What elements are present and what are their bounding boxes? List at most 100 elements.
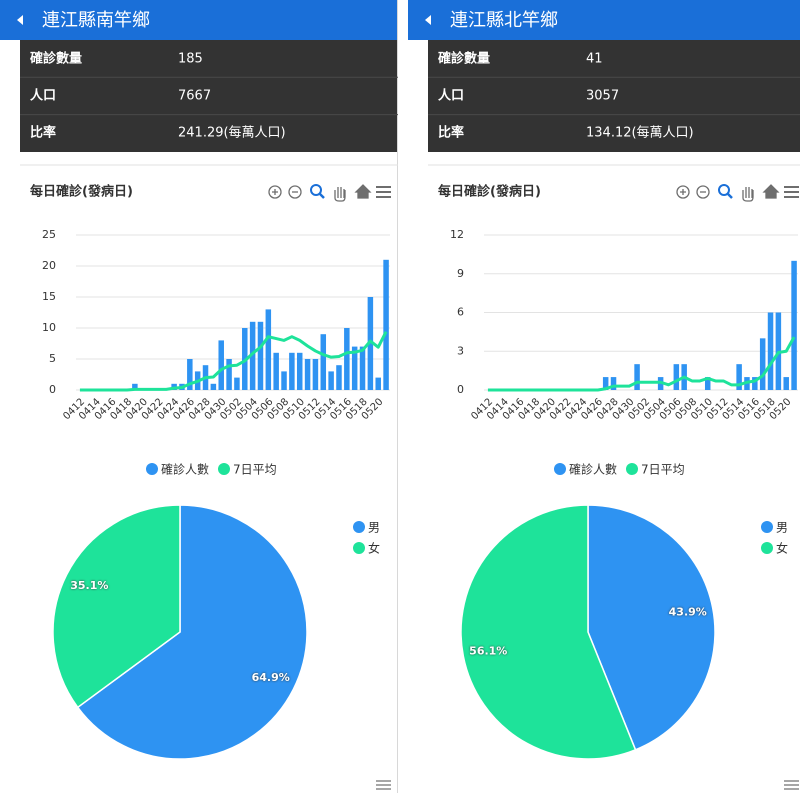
- legend-marker: [353, 521, 365, 533]
- bar: [289, 352, 295, 390]
- pie-slice: [460, 504, 637, 760]
- header-bar: [408, 0, 800, 40]
- row-label: 比率: [438, 125, 464, 141]
- legend-label[interactable]: 女: [776, 541, 788, 556]
- bar: [673, 364, 680, 390]
- row-label: 確診數量: [438, 51, 490, 67]
- back-button[interactable]: [17, 15, 23, 25]
- legend-marker: [218, 463, 230, 475]
- bar: [736, 364, 742, 390]
- header-title: 連江縣南竿鄉: [42, 10, 150, 31]
- bar: [752, 377, 758, 390]
- pan-button[interactable]: [742, 187, 754, 202]
- chart-title: 每日確診(發病日): [438, 184, 541, 200]
- menu-button[interactable]: [376, 186, 391, 198]
- legend-label[interactable]: 男: [368, 521, 380, 535]
- row-value: 41: [586, 52, 603, 67]
- pan-button[interactable]: [334, 187, 346, 202]
- info-table: [428, 40, 800, 152]
- legend-label[interactable]: 確診人數: [161, 462, 209, 477]
- row-value: 3057: [586, 89, 619, 104]
- zoom-out-button[interactable]: [288, 185, 302, 199]
- bar: [132, 383, 138, 390]
- bar: [234, 377, 240, 390]
- home-button[interactable]: [354, 184, 372, 199]
- home-button[interactable]: [762, 184, 780, 199]
- pie-label: 43.9%: [669, 606, 707, 619]
- row-value: 185: [178, 52, 203, 67]
- bar: [304, 359, 311, 390]
- pie-slice: [587, 504, 716, 751]
- footer-menu[interactable]: [784, 780, 799, 790]
- legend-label[interactable]: 7日平均: [233, 463, 277, 477]
- pie-label: 56.1%: [469, 644, 507, 657]
- legend-marker: [353, 542, 365, 554]
- selection-zoom-button[interactable]: [718, 184, 730, 196]
- row-value: 7667: [178, 89, 211, 104]
- bar: [359, 346, 366, 390]
- bar: [610, 377, 617, 390]
- bar: [344, 328, 350, 390]
- zoom-out-button[interactable]: [696, 185, 710, 199]
- legend-label[interactable]: 男: [776, 521, 788, 535]
- bar: [257, 321, 264, 390]
- bar: [296, 352, 303, 390]
- legend-label[interactable]: 女: [368, 541, 380, 556]
- bar: [336, 365, 342, 390]
- pie-slice: [52, 504, 181, 709]
- legend-label[interactable]: 7日平均: [641, 463, 685, 477]
- zoom-in-button[interactable]: [268, 185, 282, 199]
- chart-title: 每日確診(發病日): [30, 184, 133, 200]
- legend-marker: [146, 463, 158, 475]
- zoom-in-glyph: [680, 189, 686, 195]
- bar: [273, 352, 279, 390]
- y-tick-label: 9: [457, 267, 464, 280]
- bar: [249, 321, 256, 390]
- bar: [634, 364, 640, 390]
- row-label: 比率: [30, 125, 56, 141]
- row-label: 人口: [438, 88, 464, 104]
- pie-label: 35.1%: [70, 579, 108, 592]
- chart-toolbar: [676, 184, 799, 202]
- selection-zoom-handle: [319, 193, 325, 199]
- y-tick-label: 15: [42, 290, 56, 303]
- bar: [783, 377, 789, 390]
- y-tick-label: 20: [42, 259, 56, 272]
- bar: [759, 338, 766, 390]
- bar: [265, 309, 272, 390]
- bar: [351, 346, 358, 390]
- bar: [320, 334, 327, 390]
- row-label: 確診數量: [30, 51, 82, 67]
- selection-zoom-handle: [727, 193, 733, 199]
- bar: [312, 359, 319, 390]
- bar: [375, 377, 381, 390]
- footer-menu[interactable]: [376, 780, 391, 790]
- row-value: 134.12(每萬人口): [586, 125, 694, 141]
- y-tick-label: 10: [42, 321, 56, 334]
- y-tick-label: 5: [49, 352, 56, 365]
- zoom-in-button[interactable]: [676, 185, 690, 199]
- bar: [281, 371, 287, 390]
- pie-slice: [76, 504, 308, 760]
- selection-zoom-button[interactable]: [310, 184, 322, 196]
- menu-button[interactable]: [784, 186, 799, 198]
- legend-label[interactable]: 確診人數: [569, 462, 617, 477]
- info-table: [20, 40, 397, 152]
- y-tick-label: 6: [457, 306, 464, 319]
- row-value: 241.29(每萬人口): [178, 125, 286, 141]
- zoom-in-glyph: [272, 189, 278, 195]
- bar: [791, 260, 797, 390]
- line-series: [79, 331, 388, 392]
- bar: [187, 359, 193, 390]
- bar: [704, 377, 711, 390]
- chart-toolbar: [268, 184, 391, 202]
- legend-marker: [554, 463, 566, 475]
- legend-marker: [626, 463, 638, 475]
- y-tick-label: 0: [49, 383, 56, 396]
- row-label: 人口: [30, 88, 56, 104]
- header-bar: [0, 0, 397, 40]
- back-button[interactable]: [425, 15, 431, 25]
